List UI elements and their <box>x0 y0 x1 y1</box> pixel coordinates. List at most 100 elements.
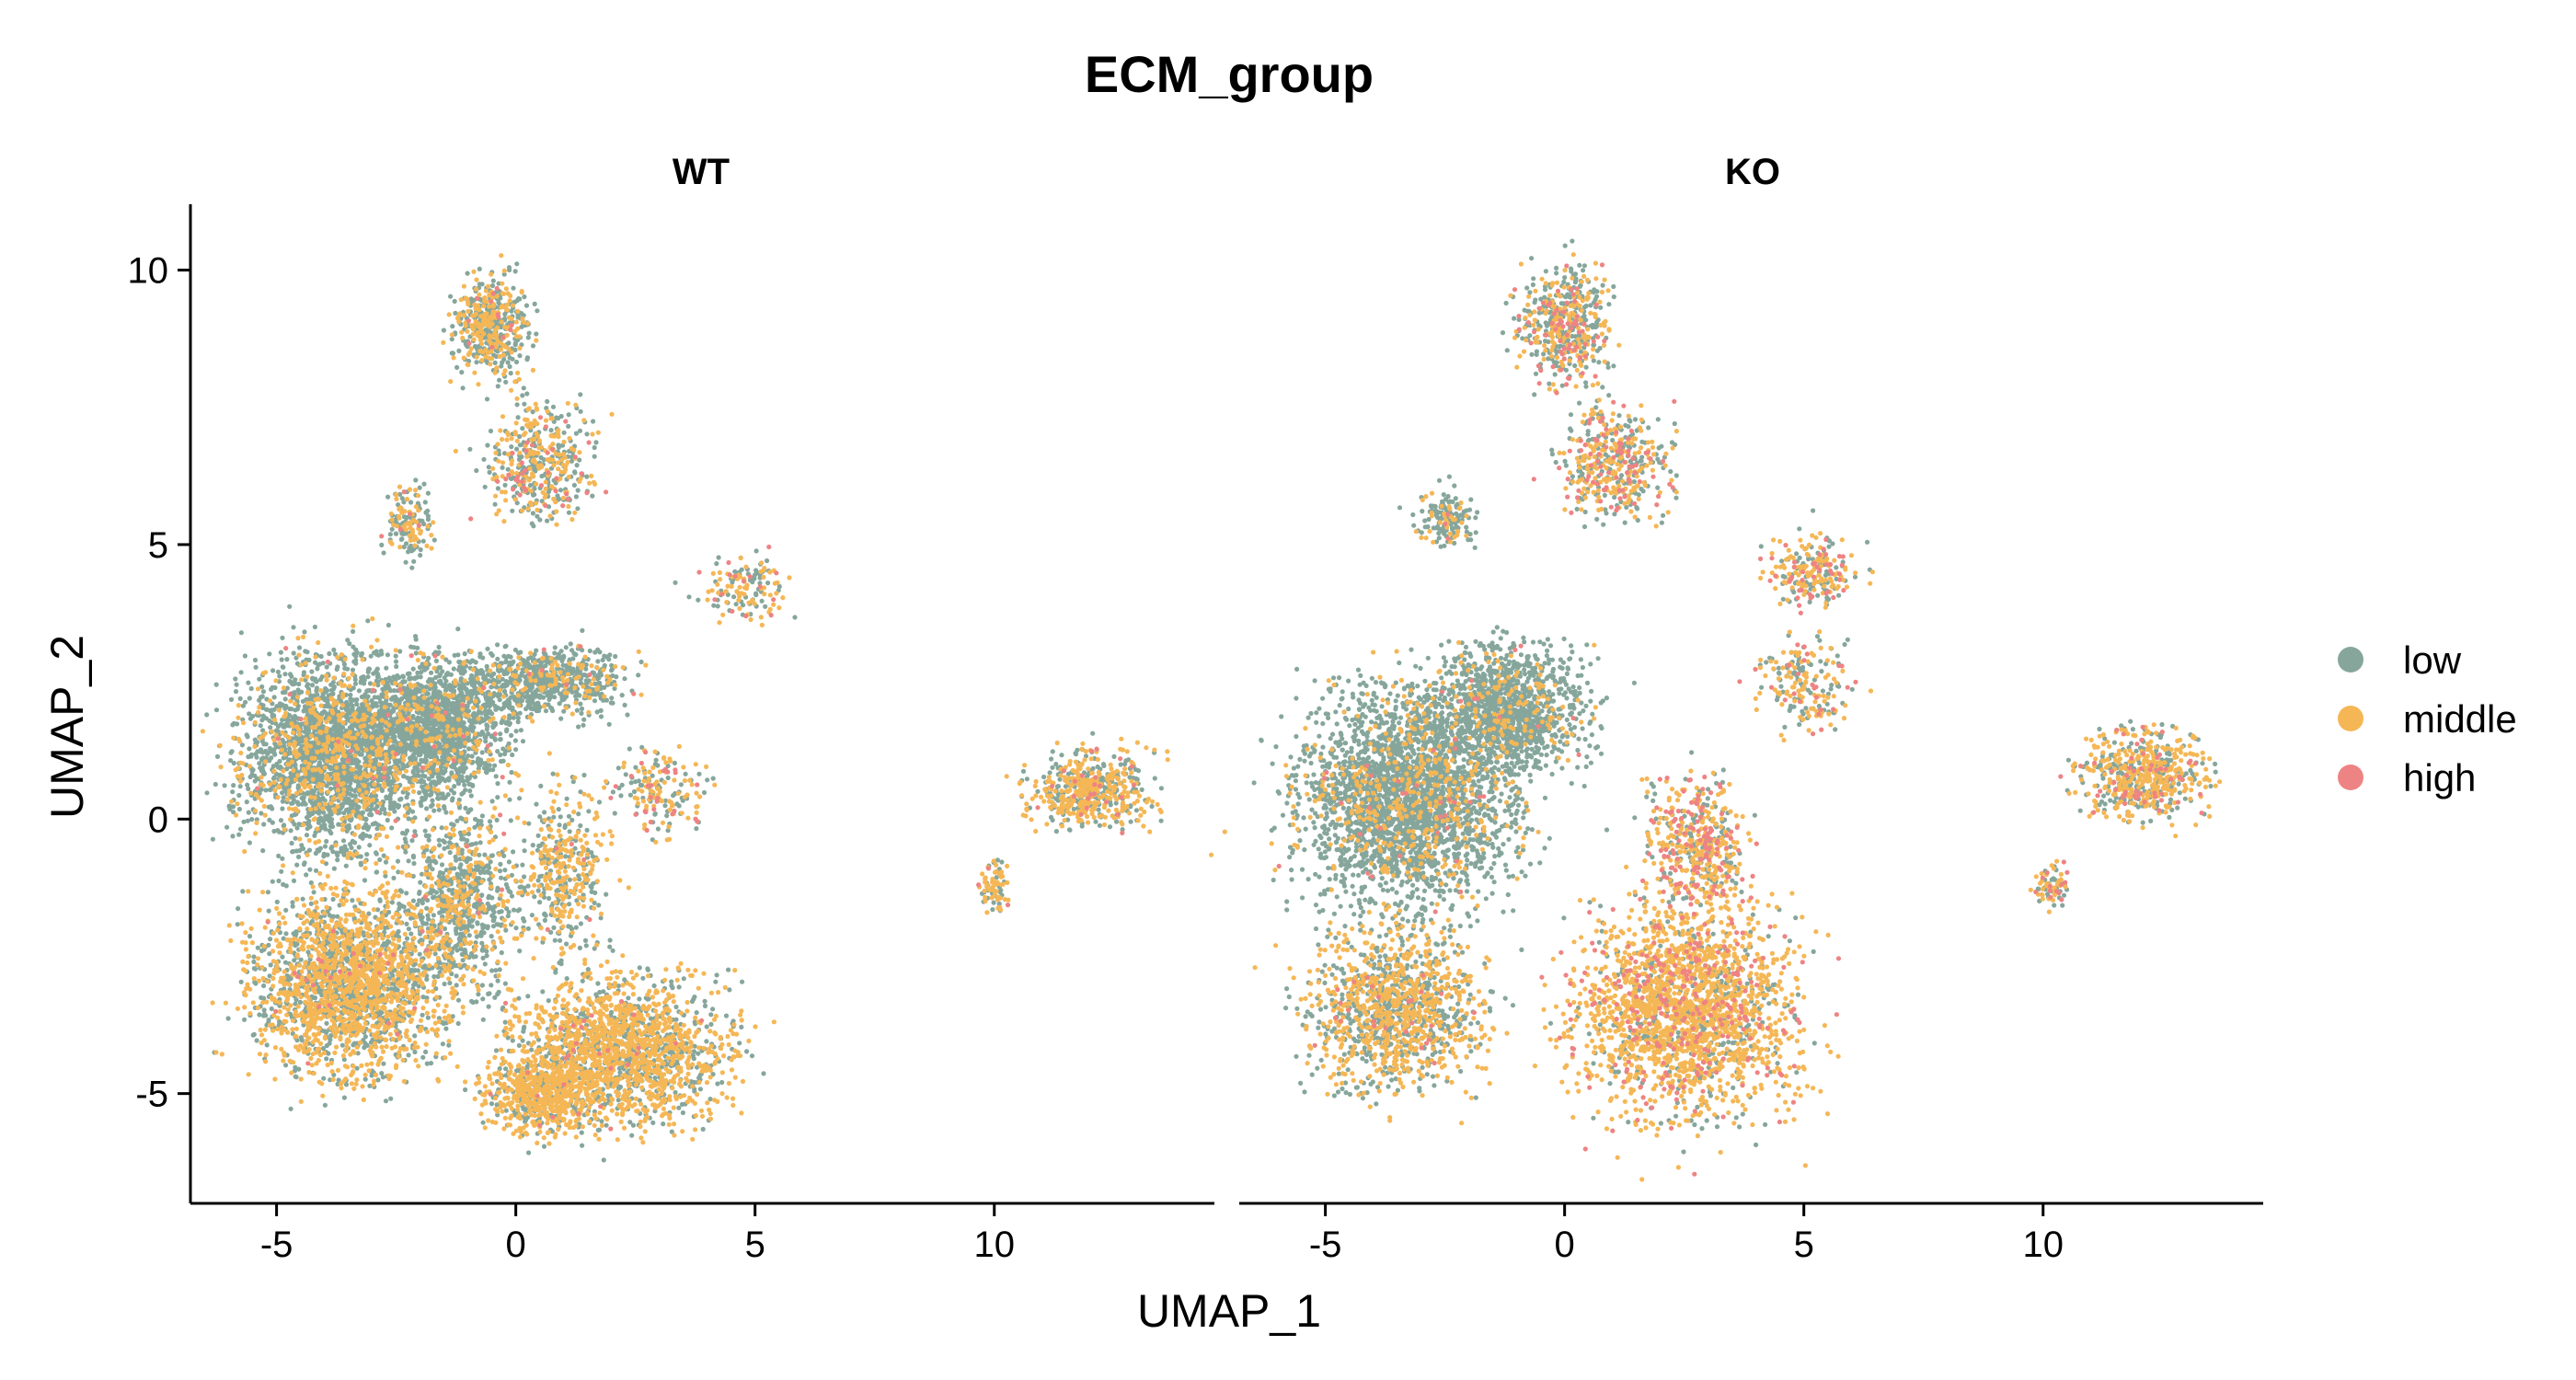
point <box>385 652 390 658</box>
point <box>310 751 316 756</box>
point <box>345 666 351 672</box>
point <box>322 1102 328 1108</box>
point <box>558 649 564 654</box>
point <box>312 995 318 1001</box>
point <box>451 666 456 672</box>
point <box>449 770 454 776</box>
point <box>274 761 280 767</box>
point <box>210 836 215 842</box>
point <box>246 810 251 815</box>
point <box>404 891 409 896</box>
point <box>505 697 512 703</box>
point <box>354 701 360 707</box>
point <box>386 782 392 788</box>
point <box>408 931 414 937</box>
point <box>422 774 428 779</box>
point <box>468 679 474 684</box>
point <box>602 653 607 659</box>
point <box>274 899 280 905</box>
point <box>289 673 294 679</box>
point <box>264 1042 270 1048</box>
point <box>436 650 442 655</box>
point <box>458 671 464 676</box>
point <box>440 791 445 797</box>
point <box>309 683 316 688</box>
point <box>228 696 235 703</box>
point <box>378 649 384 654</box>
point <box>477 651 483 657</box>
point <box>276 853 282 859</box>
point <box>335 853 340 858</box>
point <box>296 854 302 860</box>
point <box>236 806 242 812</box>
point <box>330 896 336 903</box>
point <box>284 657 290 662</box>
point <box>359 650 365 656</box>
point <box>328 765 334 770</box>
point <box>230 834 236 839</box>
point <box>309 669 315 674</box>
point <box>400 762 406 767</box>
point <box>397 797 403 802</box>
point <box>256 749 261 754</box>
point <box>441 770 446 776</box>
point <box>401 904 407 910</box>
point <box>501 701 507 707</box>
point <box>504 682 511 688</box>
point <box>535 700 540 707</box>
point <box>270 668 276 673</box>
point <box>300 845 306 852</box>
point <box>405 671 410 677</box>
point <box>452 784 457 789</box>
point <box>440 697 445 703</box>
point <box>517 677 523 683</box>
point <box>461 790 466 796</box>
point <box>311 890 316 895</box>
point <box>363 816 369 822</box>
point <box>530 707 535 712</box>
point <box>537 693 543 698</box>
point <box>543 708 549 714</box>
point <box>252 966 259 972</box>
point <box>379 1071 385 1076</box>
point <box>512 738 519 743</box>
point <box>374 851 379 857</box>
point <box>350 799 355 805</box>
point <box>314 685 319 691</box>
point <box>280 954 285 960</box>
point <box>384 665 389 671</box>
point <box>443 1026 449 1031</box>
point <box>349 845 354 851</box>
point <box>578 701 583 707</box>
point <box>411 983 417 988</box>
point <box>506 741 512 746</box>
point <box>528 687 534 693</box>
point <box>442 981 447 987</box>
point <box>352 677 358 683</box>
point <box>420 788 426 793</box>
point <box>437 664 443 671</box>
point <box>277 673 282 679</box>
point <box>443 678 449 684</box>
point <box>492 763 498 768</box>
point <box>248 685 254 692</box>
point <box>420 711 425 718</box>
point <box>238 630 244 636</box>
point <box>296 741 302 746</box>
point <box>424 806 430 811</box>
point <box>432 689 438 695</box>
point <box>592 698 598 704</box>
point <box>298 957 304 962</box>
point <box>355 780 362 786</box>
point <box>463 805 468 811</box>
point <box>515 719 521 725</box>
point <box>324 838 329 845</box>
point <box>340 760 346 765</box>
point <box>267 787 273 793</box>
point <box>304 791 309 797</box>
point <box>478 668 484 673</box>
point <box>450 765 456 770</box>
point <box>455 627 461 632</box>
point <box>608 700 614 706</box>
